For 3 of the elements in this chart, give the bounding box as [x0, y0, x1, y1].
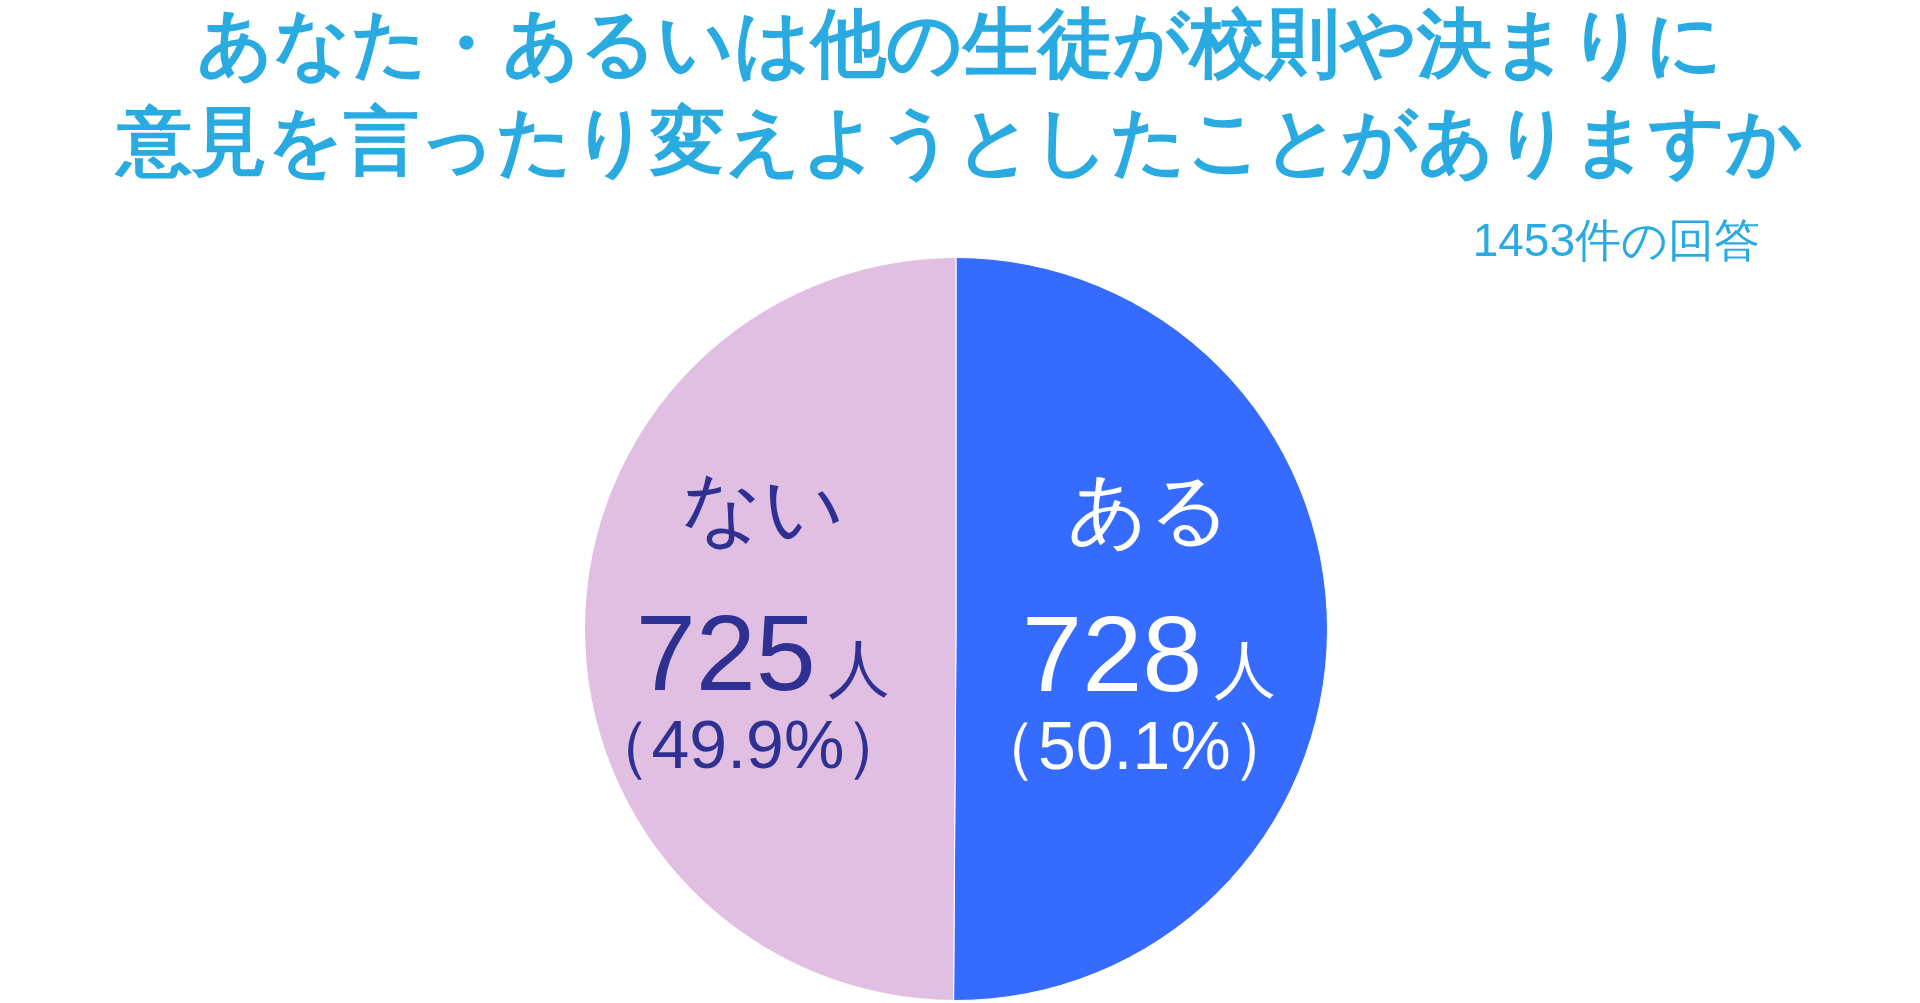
slice-label: ある — [1067, 464, 1232, 554]
text: 1453件の回答 — [1472, 214, 1760, 266]
slice-label: ない — [680, 463, 845, 553]
